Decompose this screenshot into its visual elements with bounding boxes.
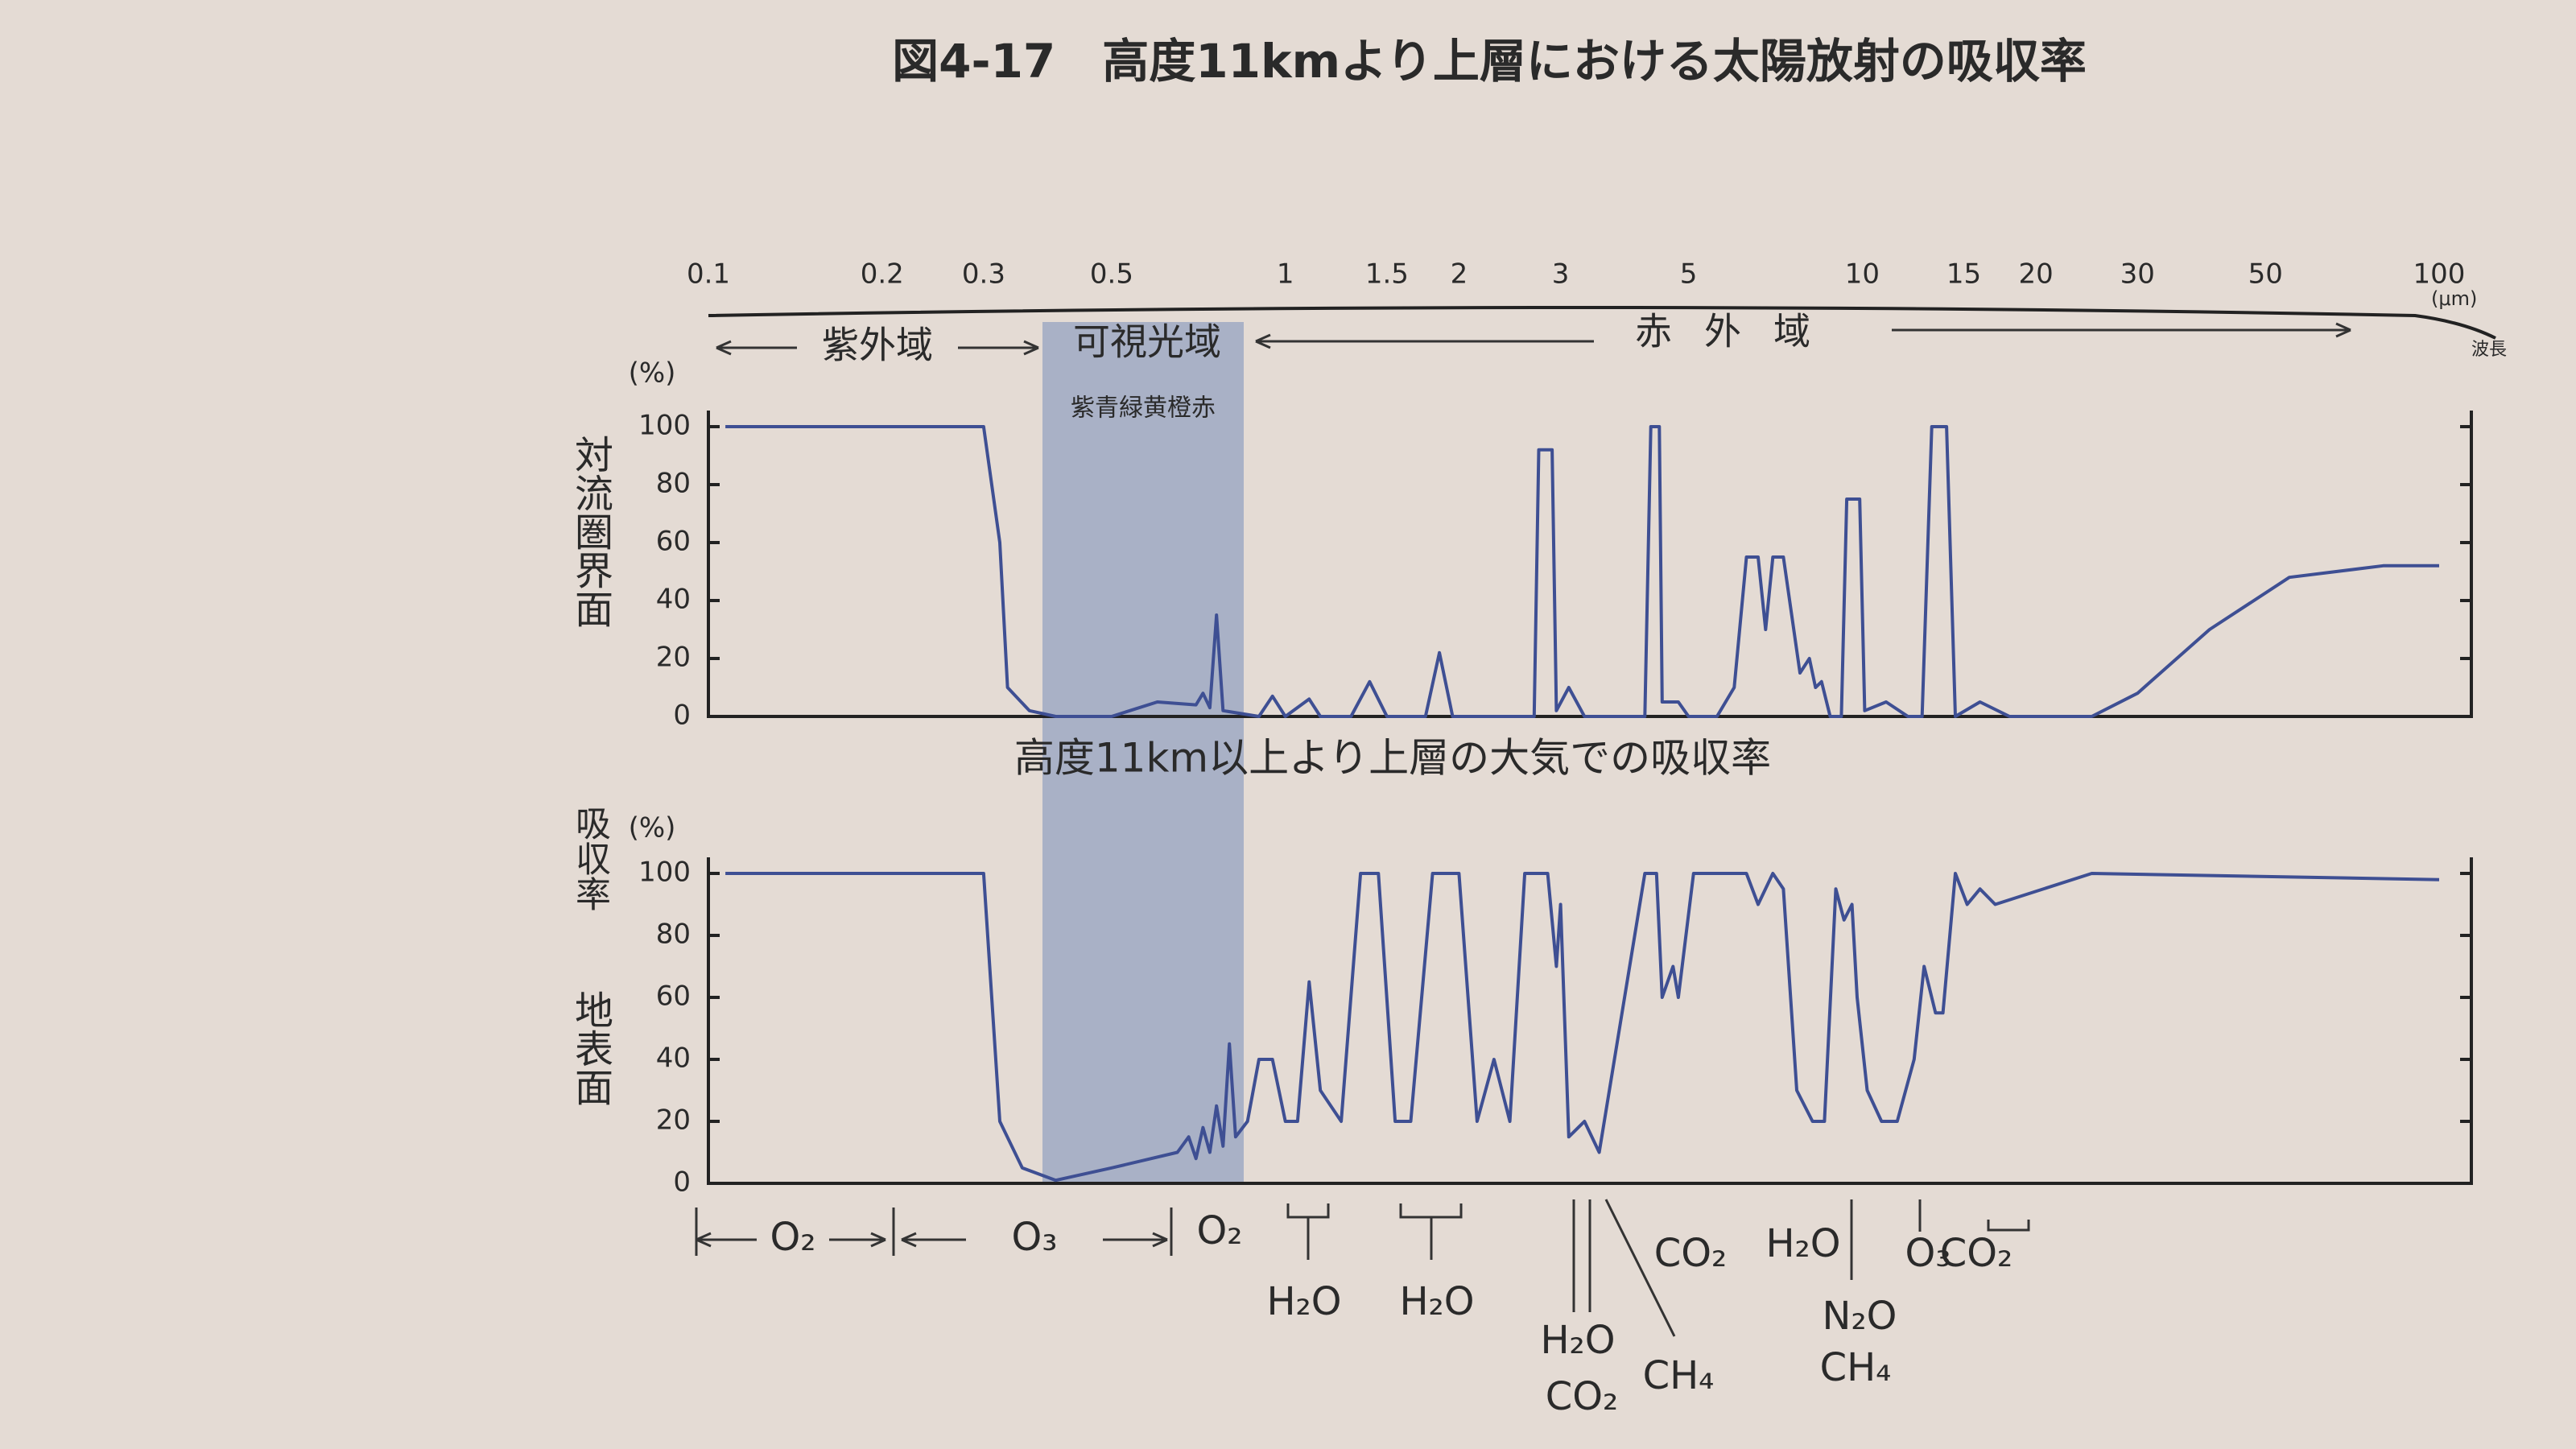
x-tick-label: 100 xyxy=(2413,258,2466,291)
x-tick-label: 2 xyxy=(1451,258,1468,291)
x-tick-label: 30 xyxy=(2120,258,2155,291)
absorption-line xyxy=(725,425,2439,718)
y-unit: (%) xyxy=(629,357,676,390)
y-tick-label: 60 xyxy=(656,526,691,558)
panel-label: 地表面 xyxy=(568,990,613,1106)
x-tick-label: 20 xyxy=(2018,258,2053,291)
x-tick-label: 0.2 xyxy=(861,258,904,291)
x-tick-label: 5 xyxy=(1680,258,1698,291)
y-tick-label: 20 xyxy=(656,1104,691,1137)
x-tick-label: 1.5 xyxy=(1365,258,1409,291)
annotation-brackets xyxy=(695,1199,2030,1337)
y-tick-label: 80 xyxy=(656,919,691,951)
y-tick-label: 80 xyxy=(656,468,691,500)
region-label: 可視光域 xyxy=(1073,320,1221,364)
y-tick-label: 60 xyxy=(656,980,691,1013)
absorber-label: CO₂ xyxy=(1654,1231,1728,1276)
absorber-label: H₂O xyxy=(1399,1279,1474,1324)
y-tick-label: 100 xyxy=(638,857,691,889)
y-tick-label: 0 xyxy=(673,1166,691,1199)
x-tick-label: 50 xyxy=(2248,258,2283,291)
x-tick-label: 15 xyxy=(1946,258,1981,291)
absorber-label: O₂ xyxy=(1196,1208,1242,1253)
y-label: 吸収率 xyxy=(569,805,610,911)
absorber-label: CH₄ xyxy=(1820,1345,1892,1390)
x-label: 波長 xyxy=(2471,340,2507,360)
y-tick-label: 0 xyxy=(673,700,691,732)
absorber-label: H₂O xyxy=(1765,1221,1840,1266)
x-tick-label: 1 xyxy=(1277,258,1294,291)
axis-line xyxy=(707,857,2473,1185)
y-tick-label: 40 xyxy=(656,584,691,616)
absorber-label: CH₄ xyxy=(1643,1353,1715,1398)
absorber-label: O₂ xyxy=(770,1215,815,1260)
absorber-label: O₃ xyxy=(1011,1215,1057,1260)
x-tick-label: 10 xyxy=(1845,258,1880,291)
absorber-label: CO₂ xyxy=(1940,1231,2013,1276)
wavelength-axis xyxy=(708,306,2496,340)
visible-band xyxy=(1042,322,1244,1183)
absorber-label: CO₂ xyxy=(1546,1374,1619,1419)
x-tick-label: 0.5 xyxy=(1090,258,1133,291)
region-arrows xyxy=(716,322,2351,356)
absorber-label: N₂O xyxy=(1823,1294,1897,1339)
x-tick-label: 3 xyxy=(1552,258,1570,291)
panel-title: 高度11km以上より上層の大気での吸収率 xyxy=(1014,735,1771,782)
y-tick-label: 20 xyxy=(656,642,691,674)
absorption-line xyxy=(725,872,2440,1183)
y-tick-label: 40 xyxy=(656,1042,691,1075)
region-label: 紫外域 xyxy=(822,324,933,367)
absorber-label: O₃ xyxy=(1905,1231,1951,1276)
panel-label: 対流圏界面 xyxy=(568,435,613,628)
visible-colors: 紫青緑黄橙赤 xyxy=(1071,394,1216,423)
chart-title: 図4-17 高度11kmより上層における太陽放射の吸収率 xyxy=(892,34,2087,89)
absorber-label: H₂O xyxy=(1266,1279,1341,1324)
y-unit: (%) xyxy=(629,812,676,844)
x-unit: (μm) xyxy=(2431,287,2477,310)
region-label: 赤外域 xyxy=(1635,310,1843,353)
x-tick-label: 0.3 xyxy=(962,258,1005,291)
x-tick-label: 0.1 xyxy=(687,258,730,291)
absorber-label: H₂O xyxy=(1540,1318,1615,1363)
y-tick-label: 100 xyxy=(638,410,691,442)
